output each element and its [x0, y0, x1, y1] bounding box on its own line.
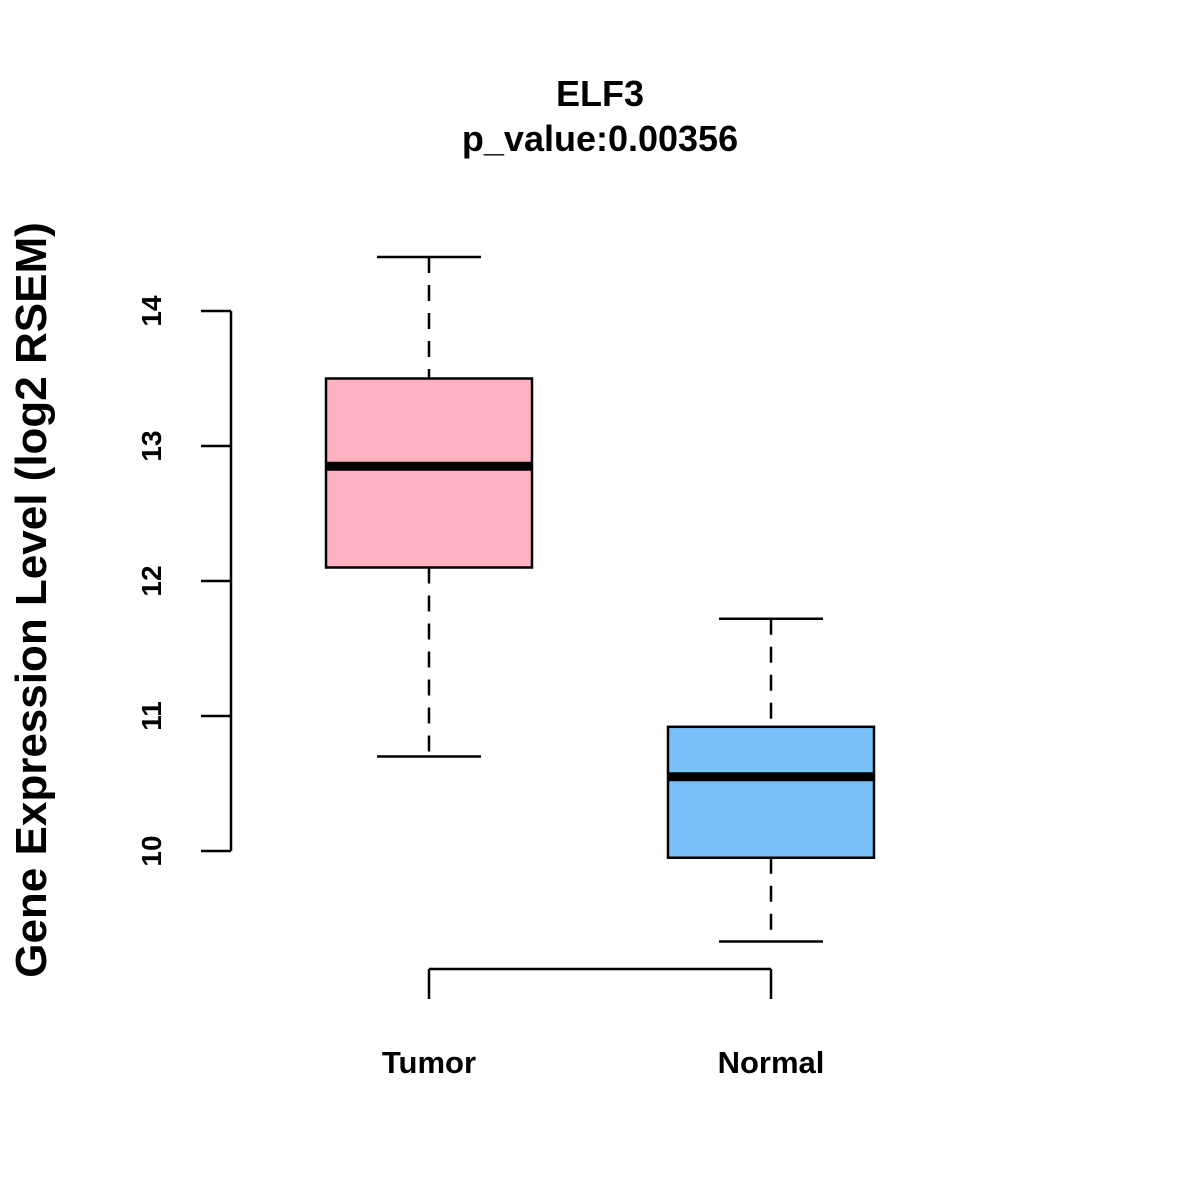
- y-axis: 10 11 12 13 14: [136, 295, 233, 867]
- box-tumor: [324, 255, 534, 758]
- y-tick-label: 13: [136, 430, 167, 461]
- y-tick-label: 11: [136, 701, 167, 731]
- x-axis: Tumor Normal: [382, 967, 825, 1080]
- y-tick-label: 14: [136, 295, 167, 327]
- chart-subtitle: p_value:0.00356: [462, 118, 738, 159]
- box-iqr: [666, 725, 876, 859]
- box-normal: [666, 617, 876, 943]
- y-tick-label: 10: [136, 835, 167, 866]
- box-group: [324, 255, 876, 943]
- y-tick-label: 12: [136, 565, 167, 596]
- y-axis-label: Gene Expression Level (log2 RSEM): [7, 222, 56, 978]
- box-iqr: [324, 377, 534, 569]
- x-tick-label-normal: Normal: [718, 1045, 825, 1080]
- chart-title: ELF3: [556, 73, 644, 114]
- x-tick-label-tumor: Tumor: [382, 1045, 476, 1080]
